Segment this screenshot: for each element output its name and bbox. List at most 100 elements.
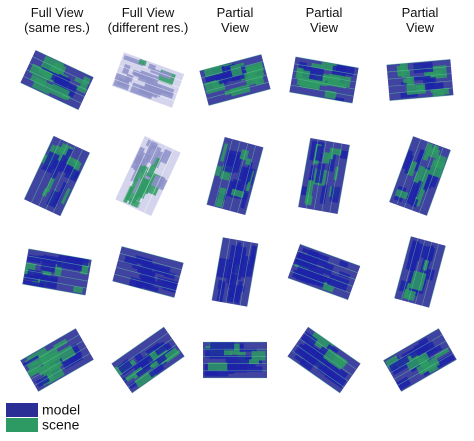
cloud-edge: [389, 94, 454, 102]
cloud-edge: [393, 346, 450, 380]
cloud-edge: [114, 273, 177, 292]
legend-swatch: [6, 403, 38, 417]
cloud-patch: [241, 348, 257, 352]
cloud-patch: [248, 245, 257, 267]
cloud-patch: [204, 371, 218, 376]
cloud-patch: [408, 341, 430, 359]
point-cloud: [112, 246, 184, 298]
cloud-edge: [27, 255, 91, 268]
cloud-edge: [229, 143, 249, 211]
cloud-patch: [300, 344, 314, 358]
cloud-edge: [143, 149, 174, 213]
cloud-patch: [333, 166, 339, 181]
cloud-edge: [117, 259, 180, 278]
cloud-edge: [136, 145, 167, 210]
cloud-edge: [313, 140, 327, 210]
cloud-edge: [20, 328, 76, 361]
cloud-patch: [230, 256, 244, 274]
cloud-edge: [60, 152, 91, 217]
cloud-edge: [218, 238, 231, 302]
point-cloud: [199, 54, 271, 106]
cloud-edge: [287, 277, 349, 301]
cloud-body: [24, 135, 90, 217]
cloud-edge: [390, 340, 447, 374]
cloud-edge: [295, 56, 359, 69]
cloud-patch: [121, 63, 131, 75]
cloud-edge: [225, 239, 238, 303]
cloud-patch: [65, 255, 89, 267]
cloud-patch: [413, 61, 434, 74]
cloud-patch: [239, 255, 250, 278]
column-headers: Full View(same res.)Full View(different …: [24, 5, 438, 35]
cloud-edge: [199, 54, 262, 72]
cloud-patch: [41, 187, 49, 198]
cloud-patch: [327, 153, 337, 172]
cloud-edge: [31, 139, 62, 203]
cloud-edge: [123, 344, 177, 382]
cloud-edge: [111, 326, 165, 364]
cloud-edge: [34, 353, 91, 386]
cloud-edge: [289, 91, 353, 104]
cloud-edge: [208, 88, 271, 106]
cloud-patch: [122, 185, 134, 204]
cloud-patch: [123, 255, 138, 266]
cloud-patch: [334, 367, 348, 380]
cloud-patch: [23, 280, 45, 288]
cloud-patch: [434, 352, 456, 369]
cloud-patch: [243, 61, 264, 76]
column-header: Full View: [122, 5, 175, 20]
cloud-patch: [425, 344, 443, 358]
cloud-patch: [147, 264, 165, 273]
cloud-edge: [30, 346, 87, 380]
cloud-patch: [434, 347, 450, 359]
cloud-patch: [404, 154, 415, 175]
cloud-patch: [210, 342, 235, 351]
cloud-edge: [24, 269, 88, 282]
cloud-edge: [45, 145, 76, 210]
cloud-patch: [135, 364, 152, 378]
cloud-patch: [326, 273, 350, 292]
cloud-patch: [138, 58, 147, 66]
cloud-patch: [113, 79, 130, 91]
cloud-patch: [214, 165, 222, 177]
cloud-patch: [428, 252, 434, 262]
cloud-patch: [216, 282, 226, 303]
cloud-edge: [246, 243, 259, 307]
point-cloud: [289, 56, 359, 104]
cloud-edge: [397, 353, 454, 386]
cloud-patch: [159, 148, 172, 165]
point-cloud: [111, 51, 185, 109]
cloud-edge: [414, 241, 433, 304]
cloud-patch: [26, 365, 40, 378]
point-cloud: [20, 328, 94, 392]
cloud-patch: [415, 149, 424, 164]
cloud-patch: [205, 348, 224, 358]
cloud-edge: [26, 69, 85, 98]
cloud-patch: [31, 77, 53, 95]
cloud-edge: [131, 356, 185, 394]
cloud-patch: [207, 362, 228, 371]
cloud-edge: [294, 63, 358, 76]
cloud-patch: [220, 143, 229, 162]
point-cloud: [23, 135, 91, 217]
cloud-edge: [239, 242, 252, 306]
cloud-edge: [23, 334, 80, 367]
cloud-patch: [141, 277, 166, 288]
cloud-edge: [387, 66, 451, 73]
column-header: Partial: [402, 5, 439, 20]
cloud-patch: [396, 65, 406, 76]
cloud-edge: [121, 58, 182, 82]
cloud-patch: [230, 66, 243, 77]
cloud-edge: [122, 139, 153, 203]
cloud-edge: [28, 248, 92, 261]
cloud-edge: [291, 77, 355, 90]
point-cloud: [111, 326, 185, 394]
cloud-edge: [32, 56, 91, 85]
cloud-edge: [396, 138, 421, 205]
cloud-patch: [203, 65, 223, 78]
cloud-patch: [123, 55, 145, 67]
cloud-edge: [389, 87, 453, 94]
column-header: View: [221, 20, 250, 35]
point-cloud: [206, 136, 264, 216]
